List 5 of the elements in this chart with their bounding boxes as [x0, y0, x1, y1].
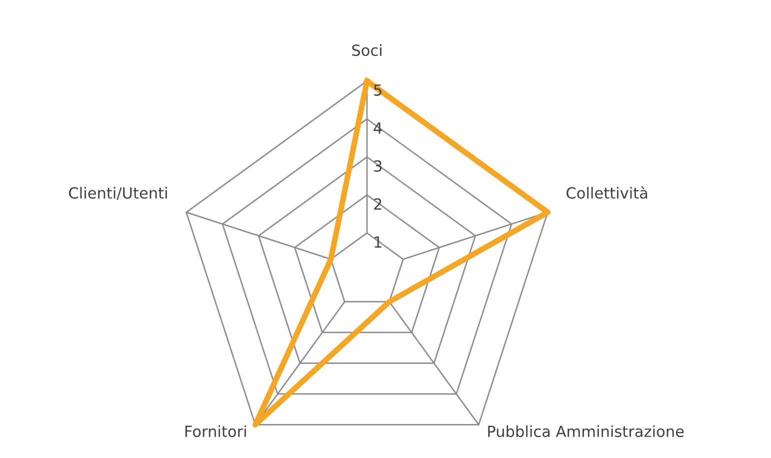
spoke-label: Soci	[352, 44, 382, 56]
spoke-label: Pubblica Amministrazione	[488, 425, 684, 438]
spoke-label: Fornitori	[185, 425, 246, 438]
spoke-label: Clienti/Utenti	[69, 186, 167, 200]
spoke-label: Collettività	[566, 186, 648, 199]
